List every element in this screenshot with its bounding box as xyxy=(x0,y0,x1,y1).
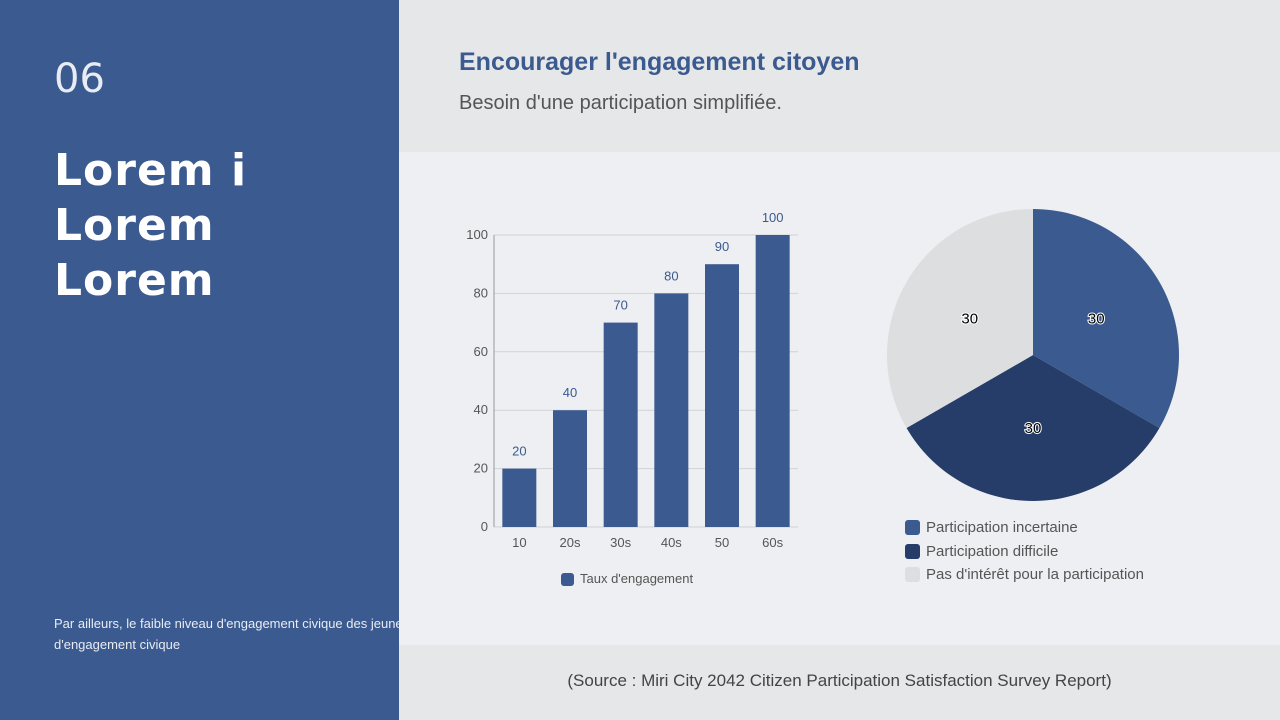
y-tick-label: 0 xyxy=(481,519,488,534)
header: Encourager l'engagement citoyen Besoin d… xyxy=(399,0,1280,152)
paragraph-line: Par ailleurs, le faible niveau d'engagem… xyxy=(54,616,399,631)
legend-label: Taux d'engagement xyxy=(580,571,694,586)
sidebar-heading: Lorem i Lorem Lorem xyxy=(54,143,247,308)
data-label: 100 xyxy=(762,210,784,225)
y-tick-label: 100 xyxy=(466,227,488,242)
legend-label: Pas d'intérêt pour la participation xyxy=(926,566,1144,583)
sidebar-paragraph: Par ailleurs, le faible niveau d'engagem… xyxy=(54,613,399,655)
y-tick-label: 60 xyxy=(474,344,488,359)
data-label: 40 xyxy=(563,385,577,400)
x-tick-label: 30s xyxy=(610,535,631,550)
bar-legend: Taux d'engagement xyxy=(561,571,693,586)
legend-swatch xyxy=(905,520,920,535)
data-label: 70 xyxy=(613,298,627,313)
footer: (Source : Miri City 2042 Citizen Partici… xyxy=(399,645,1280,720)
bar xyxy=(553,410,587,527)
legend-swatch xyxy=(905,567,920,582)
legend-label: Participation difficile xyxy=(926,542,1059,560)
bar xyxy=(603,322,638,527)
heading-line: Lorem i xyxy=(54,145,248,196)
paragraph-line: d'engagement civique xyxy=(54,637,181,652)
data-label: 20 xyxy=(512,444,526,459)
heading-line: Lorem xyxy=(54,200,215,251)
bar xyxy=(654,293,689,527)
legend-swatch xyxy=(561,573,574,586)
bar xyxy=(705,264,739,527)
legend-item: Participation difficile xyxy=(905,543,1058,560)
legend-label: Participation incertaine xyxy=(926,519,1078,536)
x-tick-label: 20s xyxy=(560,535,581,550)
pie-slice xyxy=(887,209,1033,428)
x-tick-label: 60s xyxy=(762,535,783,550)
slide-number: 06 xyxy=(54,56,105,102)
y-tick-label: 40 xyxy=(474,402,488,417)
data-label: 80 xyxy=(664,268,678,283)
legend-item: Pas d'intérêt pour la participation xyxy=(905,566,1144,583)
x-tick-label: 50 xyxy=(715,535,729,550)
page-title: Encourager l'engagement citoyen xyxy=(459,48,860,76)
legend-item: Participation incertaine xyxy=(905,519,1078,536)
bar xyxy=(755,235,790,527)
pie-data-label: 30 xyxy=(961,311,978,328)
pie-data-label: 30 xyxy=(1088,311,1105,328)
sidebar: 06 Lorem i Lorem Lorem Par ailleurs, le … xyxy=(0,0,399,720)
x-tick-label: 40s xyxy=(661,535,682,550)
source-note: (Source : Miri City 2042 Citizen Partici… xyxy=(567,671,1112,690)
page-subtitle: Besoin d'une participation simplifiée. xyxy=(459,92,782,114)
pie-slice xyxy=(1033,209,1179,428)
pie-data-label: 30 xyxy=(1025,420,1042,437)
heading-line: Lorem xyxy=(54,255,215,306)
bar xyxy=(502,468,537,527)
y-tick-label: 80 xyxy=(474,285,488,300)
x-tick-label: 10 xyxy=(512,535,526,550)
data-label: 90 xyxy=(715,239,729,254)
y-tick-label: 20 xyxy=(474,461,488,476)
legend-swatch xyxy=(905,543,920,559)
